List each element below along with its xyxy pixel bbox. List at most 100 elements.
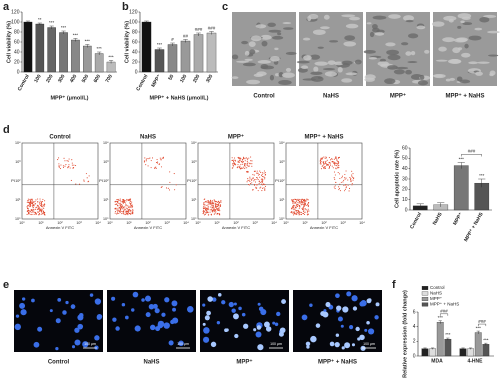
nucleus <box>161 312 166 317</box>
event <box>241 161 243 163</box>
event <box>58 163 60 165</box>
event <box>145 159 147 161</box>
event <box>216 213 218 215</box>
event <box>302 202 304 204</box>
event <box>301 203 303 205</box>
event <box>295 209 297 212</box>
nucleus <box>57 297 62 302</box>
event <box>206 210 208 212</box>
bar <box>421 348 429 357</box>
x-tick-label: 300 <box>205 73 214 83</box>
event <box>155 166 157 168</box>
event <box>345 170 347 172</box>
event <box>122 207 124 209</box>
event <box>334 162 336 164</box>
event <box>250 160 252 162</box>
y-tick-label: 10⁰ <box>15 217 21 221</box>
nucleus <box>65 300 69 305</box>
event <box>130 204 132 206</box>
event <box>37 214 40 216</box>
y-axis-label: PI <box>187 178 191 183</box>
event <box>144 157 146 159</box>
event <box>205 207 207 209</box>
nucleus <box>94 335 100 341</box>
event <box>331 157 333 160</box>
event <box>118 202 120 204</box>
event <box>293 201 295 203</box>
cell <box>250 35 262 42</box>
event <box>131 204 133 206</box>
x-tick-label: 10⁰ <box>19 221 25 225</box>
nucleus <box>276 311 281 317</box>
event <box>302 209 304 211</box>
cell <box>475 71 483 76</box>
event <box>302 199 304 201</box>
caption: Control <box>253 94 275 100</box>
cell <box>282 22 292 25</box>
event <box>123 201 126 203</box>
event <box>212 205 214 207</box>
event <box>129 202 131 204</box>
event <box>203 211 205 214</box>
y-tick-label: 10 <box>402 197 408 203</box>
cell <box>416 25 426 30</box>
event <box>215 211 217 213</box>
nucleus <box>131 308 135 312</box>
cell <box>364 77 375 82</box>
cell <box>405 51 412 56</box>
significance: *** <box>445 332 451 337</box>
event <box>212 211 214 213</box>
event <box>31 199 33 201</box>
event <box>162 157 164 159</box>
cell <box>303 55 312 61</box>
event <box>299 205 301 207</box>
cell <box>468 61 479 65</box>
x-tick-label: 10¹ <box>302 221 308 225</box>
event <box>259 181 261 183</box>
event <box>304 203 306 205</box>
event <box>58 165 60 167</box>
cell <box>368 56 378 60</box>
cell <box>377 61 389 67</box>
event <box>238 161 240 163</box>
event <box>34 211 37 213</box>
event <box>130 213 132 215</box>
event <box>246 165 248 167</box>
event <box>27 211 30 214</box>
event <box>336 159 338 161</box>
event <box>27 198 29 200</box>
event <box>262 175 264 178</box>
event <box>323 168 325 170</box>
cell <box>341 14 356 18</box>
y-tick-label: 120 <box>129 9 138 15</box>
nucleus <box>62 310 67 315</box>
event <box>68 164 70 166</box>
bracket-label: ### <box>478 319 486 324</box>
event <box>212 201 214 203</box>
event <box>218 213 220 215</box>
event <box>122 212 124 215</box>
bar <box>467 348 475 357</box>
event <box>35 208 37 210</box>
event <box>115 203 117 205</box>
nucleus <box>70 304 76 309</box>
event <box>256 172 258 174</box>
bar <box>167 44 178 73</box>
cell <box>268 29 282 33</box>
event <box>218 208 220 210</box>
event <box>214 210 216 212</box>
nucleus <box>202 322 206 326</box>
event <box>304 213 306 216</box>
event <box>219 214 221 216</box>
event <box>248 184 250 186</box>
event <box>333 158 335 160</box>
event <box>319 161 322 164</box>
event <box>160 166 163 168</box>
event <box>344 190 346 192</box>
event <box>292 198 294 201</box>
event <box>239 160 241 162</box>
x-tick-label: 10³ <box>252 221 258 225</box>
event <box>306 199 308 201</box>
y-tick-label: 60 <box>132 39 138 45</box>
